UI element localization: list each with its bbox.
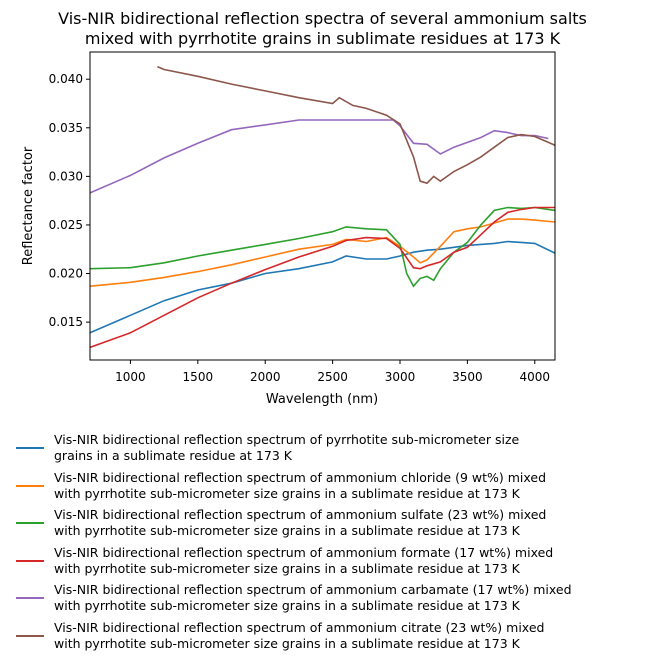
series-line-2	[90, 206, 555, 288]
legend-line-swatch	[16, 522, 44, 525]
series-line-0	[90, 240, 555, 334]
legend-entry: Vis-NIR bidirectional reflection spectru…	[10, 545, 640, 583]
chart-title-line-2: mixed with pyrrhotite grains in sublimat…	[84, 29, 561, 48]
legend-label-line: Vis-NIR bidirectional reflection spectru…	[54, 432, 520, 447]
y-axis-label: Reflectance factor	[21, 146, 36, 265]
legend: Vis-NIR bidirectional reflection spectru…	[10, 432, 640, 658]
legend-label-line: with pyrrhotite sub-micrometer size grai…	[54, 635, 520, 651]
legend-label-line: Vis-NIR bidirectional reflection spectru…	[54, 469, 547, 485]
legend-label-line: with pyrrhotite sub-micrometer size grai…	[54, 523, 520, 539]
legend-label: Vis-NIR bidirectional reflection spectru…	[54, 545, 553, 577]
x-tick-label: 3500	[452, 370, 483, 384]
legend-label: Vis-NIR bidirectional reflection spectru…	[54, 470, 546, 502]
x-tick-label: 4000	[520, 370, 551, 384]
series-line-4	[90, 119, 549, 194]
legend-entry: Vis-NIR bidirectional reflection spectru…	[10, 470, 640, 508]
legend-line-swatch	[16, 447, 44, 449]
y-tick-label: 0.030	[49, 169, 83, 183]
y-tick-label: 0.025	[49, 218, 83, 232]
y-tick-label: 0.035	[49, 121, 83, 135]
legend-line-swatch	[16, 559, 44, 562]
legend-label: Vis-NIR bidirectional reflection spectru…	[54, 432, 519, 464]
legend-label-line: Vis-NIR bidirectional reflection spectru…	[54, 582, 572, 598]
legend-entry: Vis-NIR bidirectional reflection spectru…	[10, 620, 640, 658]
legend-entry: Vis-NIR bidirectional reflection spectru…	[10, 432, 640, 470]
legend-label: Vis-NIR bidirectional reflection spectru…	[54, 582, 572, 614]
legend-label-line: with pyrrhotite sub-micrometer size grai…	[54, 560, 520, 576]
legend-entry: Vis-NIR bidirectional reflection spectru…	[10, 507, 640, 545]
x-tick-label: 2000	[250, 370, 281, 384]
legend-label: Vis-NIR bidirectional reflection spectru…	[54, 507, 546, 539]
legend-label: Vis-NIR bidirectional reflection spectru…	[54, 620, 544, 652]
y-tick-label: 0.020	[49, 267, 83, 281]
y-tick-label: 0.040	[49, 72, 83, 86]
legend-label-line: Vis-NIR bidirectional reflection spectru…	[54, 619, 545, 635]
legend-label-line: Vis-NIR bidirectional reflection spectru…	[54, 544, 554, 560]
legend-label-line: Vis-NIR bidirectional reflection spectru…	[54, 507, 547, 523]
chart-title-line-1: Vis-NIR bidirectional reflection spectra…	[58, 9, 587, 28]
series-line-1	[90, 218, 555, 287]
legend-label-line: with pyrrhotite sub-micrometer size grai…	[54, 598, 520, 614]
series-line-5	[157, 65, 555, 185]
legend-label-line: grains in a sublimate residue at 173 K	[54, 448, 292, 463]
x-tick-label: 3000	[385, 370, 416, 384]
x-tick-label: 1000	[115, 370, 146, 384]
x-tick-label: 2500	[317, 370, 348, 384]
plot-area: 1000 1500 2000 2500 3000 3500 4000 0.015 0.020 0…	[21, 51, 556, 407]
legend-line-swatch	[16, 634, 44, 637]
legend-line-swatch	[16, 597, 44, 600]
x-axis-label: Wavelength (nm)	[266, 392, 378, 407]
legend-label-line: with pyrrhotite sub-micrometer size grai…	[54, 485, 520, 501]
legend-line-swatch	[16, 484, 44, 487]
y-tick-label: 0.015	[49, 315, 83, 329]
legend-entry: Vis-NIR bidirectional reflection spectru…	[10, 582, 640, 620]
series-line-3	[90, 206, 555, 349]
axes-frame	[89, 51, 556, 361]
chart-title: Vis-NIR bidirectional reflection spectra…	[0, 9, 645, 49]
x-tick-label: 1500	[183, 370, 214, 384]
